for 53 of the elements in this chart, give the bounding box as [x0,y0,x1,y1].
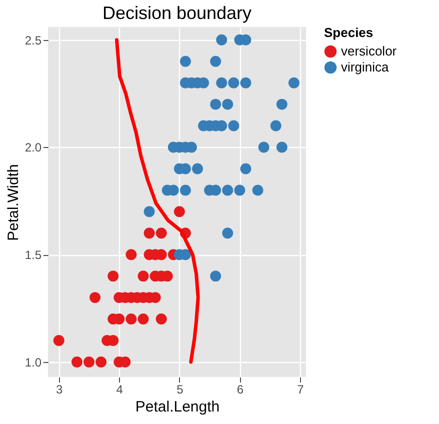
point [144,206,155,218]
point [156,314,167,324]
x-axis-title: Petal.Length [135,398,220,416]
point [222,184,234,196]
legend-title: Species [324,25,374,40]
point [276,98,288,110]
y-axis-title: Petal.Width [4,164,22,241]
x-tick-label: 4 [116,382,124,396]
point [216,77,228,88]
point [90,292,100,304]
line-series [114,38,200,364]
y-tick-label: 1.0 [24,355,42,370]
x-tick-label: 3 [56,382,64,396]
point [216,34,228,46]
point [156,228,167,239]
point [126,249,137,260]
point [288,77,300,88]
point [126,314,137,324]
point [276,142,288,153]
legend-label: virginica [341,60,390,74]
point [138,270,149,282]
point [240,163,252,174]
point [228,120,240,132]
point [192,163,203,174]
point [234,184,246,196]
point [222,98,234,110]
point [210,98,222,110]
point [96,356,107,368]
y-tick-label: 2.0 [24,140,42,155]
point [222,228,234,239]
point [180,56,191,67]
x-tick-label: 5 [176,382,184,396]
y-tick-label: 2.5 [24,33,42,48]
legend-label: versicolor [341,44,398,58]
point [144,228,155,239]
point [240,77,252,88]
point [180,184,191,196]
point [252,184,264,196]
point [270,120,282,132]
point [108,270,119,282]
point [258,142,270,153]
x-tick-label: 6 [236,382,244,396]
point [210,270,222,282]
point [138,314,149,324]
point [53,335,64,346]
y-tick-label: 1.5 [24,248,42,262]
point [228,77,240,88]
point [84,356,94,368]
chart-title: Decision boundary [102,3,252,23]
point [71,356,82,368]
point [210,56,222,67]
x-tick-label: 7 [297,382,304,396]
point [174,206,185,218]
